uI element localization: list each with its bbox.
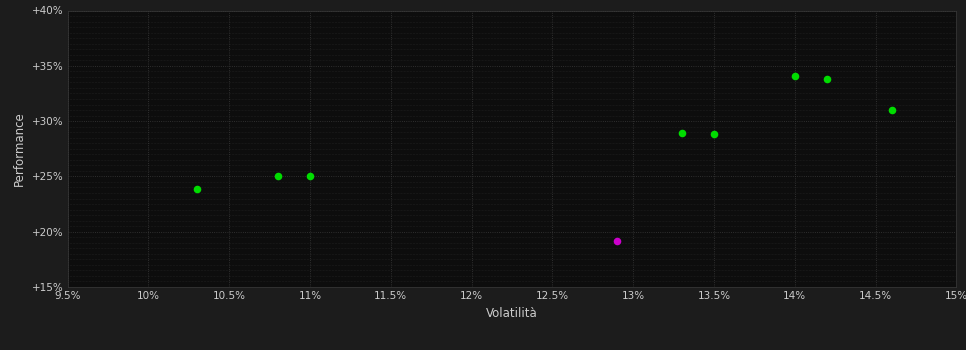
X-axis label: Volatilità: Volatilità: [486, 307, 538, 320]
Point: [610, 238, 625, 243]
Point: [706, 132, 722, 137]
Point: [819, 76, 835, 82]
Point: [884, 107, 899, 113]
Point: [270, 174, 285, 179]
Point: [302, 174, 318, 179]
Point: [189, 186, 205, 191]
Point: [674, 131, 690, 136]
Point: [787, 73, 803, 78]
Y-axis label: Performance: Performance: [14, 111, 26, 186]
